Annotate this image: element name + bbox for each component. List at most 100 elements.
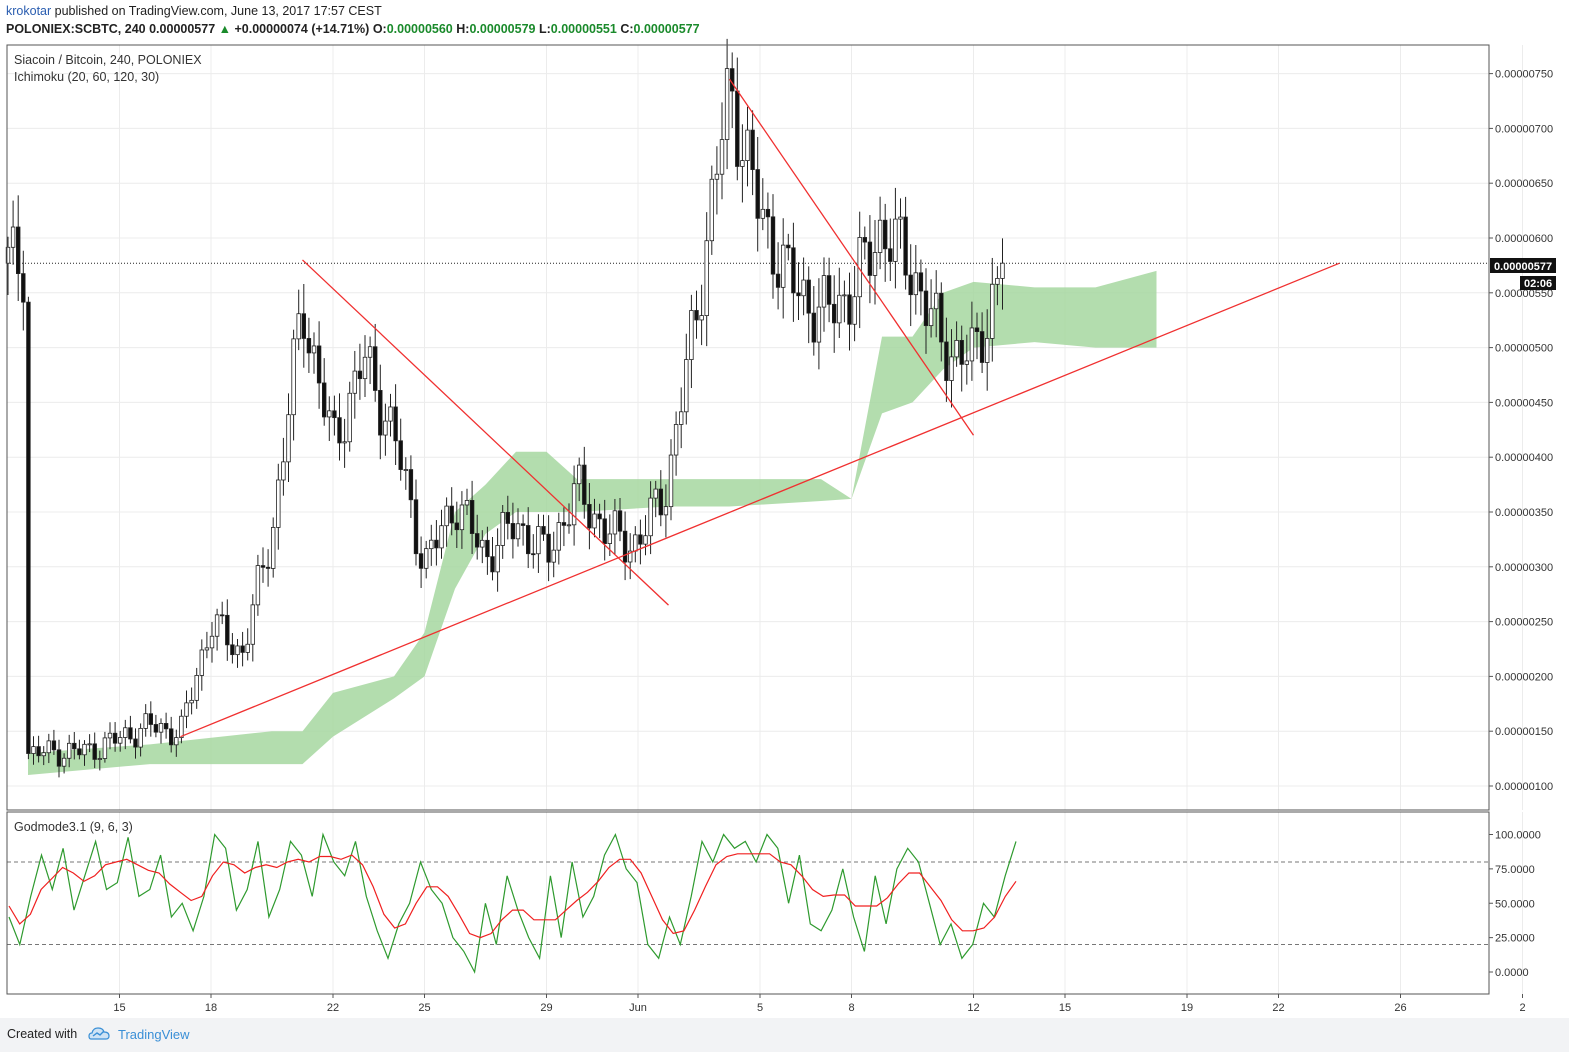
candle-up [577,464,582,485]
chart-canvas[interactable]: 0.00000750 0.00000700 0.00000650 0.00000600… [0,0,1569,1018]
candle-up [107,732,113,739]
candle-down [587,504,592,529]
candle-down [867,241,873,276]
low-value: 0.00000551 [550,22,617,36]
price-axis[interactable]: 0.00000750 0.00000700 0.00000650 0.00000600… [1489,69,1553,793]
candle-up [342,441,347,444]
candle-up [362,356,368,380]
candle-down [36,746,41,757]
candle-up [143,713,148,729]
x-tick-label: 15 [1059,1002,1071,1014]
ichimoku-cloud [28,270,1157,776]
candle-down [128,727,133,740]
candle-down [378,390,383,436]
candle-down [260,565,266,568]
x-tick-label: 26 [1394,1002,1406,1014]
candle-up [816,306,822,343]
time-axis[interactable]: 15 18 22 25 29 Jun 5 8 12 15 19 22 26 2 [113,994,1526,1014]
candle-down [469,500,475,534]
x-tick-label: 22 [327,1002,339,1014]
osc-axis[interactable]: 100.0000 75.0000 50.0000 25.0000 0.0000 [1489,830,1541,980]
up-arrow-icon: ▲ [218,22,232,36]
candle-up [327,410,332,418]
candle-down [418,553,424,569]
candle-down [398,440,403,470]
candle-down [21,273,26,303]
publish-info: krokotar published on TradingView.com, J… [6,4,382,18]
author-link[interactable]: krokotar [6,4,52,18]
candle-down [811,312,816,343]
candle-down [597,513,602,520]
candle-up [704,240,709,316]
candle-up [158,723,164,733]
candle-down [306,338,312,354]
candle-up [954,340,959,358]
x-tick-label: 19 [1181,1002,1193,1014]
candle-up [995,278,1000,285]
cloud-area [28,270,1157,776]
candle-down [510,523,516,540]
price-badge-box [1490,258,1556,273]
candle-up [679,411,684,425]
candle-up [612,510,618,535]
candle-up [842,294,847,297]
candle-up [5,246,11,264]
candle-up [123,727,128,738]
candle-down [393,406,398,442]
candle-down [219,614,225,617]
price-badge: 0.00000577 02:06 [1490,258,1556,290]
candle-down [526,525,531,555]
candle-up [31,746,36,754]
high-value: 0.00000579 [469,22,536,36]
oscillator-legend[interactable]: Godmode3.1 (9, 6, 3) [14,820,133,834]
candle-down [163,723,169,730]
x-tick-label: 5 [757,1002,763,1014]
countdown-box [1520,276,1556,290]
candle-down [321,382,327,418]
y-tick-label: 0.00000750 [1495,69,1553,81]
candle-up [663,506,669,516]
candle-up [209,635,215,649]
candle-down [434,539,439,549]
candle-down [959,340,964,365]
candle-up [709,178,714,242]
candle-up [199,649,204,676]
candle-up [286,414,291,463]
candle-down [694,310,699,321]
candle-up [551,549,556,563]
candle-up [480,539,485,548]
high-label: H: [456,22,470,36]
candle-up [179,715,184,738]
trendlines[interactable] [180,78,1340,738]
candle-up [500,511,505,546]
candle-down [770,216,776,275]
candle-up [204,647,210,651]
candle-up [245,643,250,653]
candle-up [653,488,658,499]
candle-down [847,294,852,325]
tradingview-logo-icon[interactable] [88,1025,110,1041]
x-tick-label: 8 [848,1002,854,1014]
candle-up [801,279,806,297]
x-tick-label: 25 [418,1002,430,1014]
indicator-legend[interactable]: Ichimoku (20, 60, 120, 30) [14,70,159,84]
x-tick-label: 22 [1272,1002,1284,1014]
tradingview-brand-link[interactable]: TradingView [118,1027,190,1042]
candle-down [602,518,607,544]
price-badge-value: 0.00000577 [1494,261,1552,273]
candle-down [765,208,771,218]
candle-down [485,539,490,558]
candle-up [571,483,577,526]
y-tick-label: 0.00000250 [1495,617,1553,629]
candle-up [459,504,465,531]
candle-down [332,410,337,419]
osc-fast-line [8,832,1017,974]
candle-up [934,292,939,310]
candle-up [556,522,561,551]
osc-tick-label: 0.0000 [1495,967,1529,979]
chart-title: Siacoin / Bitcoin, 240, POLONIEX [14,53,202,67]
osc-tick-label: 50.0000 [1495,898,1535,910]
candle-up [250,604,255,645]
y-tick-label: 0.00000350 [1495,507,1553,519]
oscillator-pane [7,832,1489,974]
